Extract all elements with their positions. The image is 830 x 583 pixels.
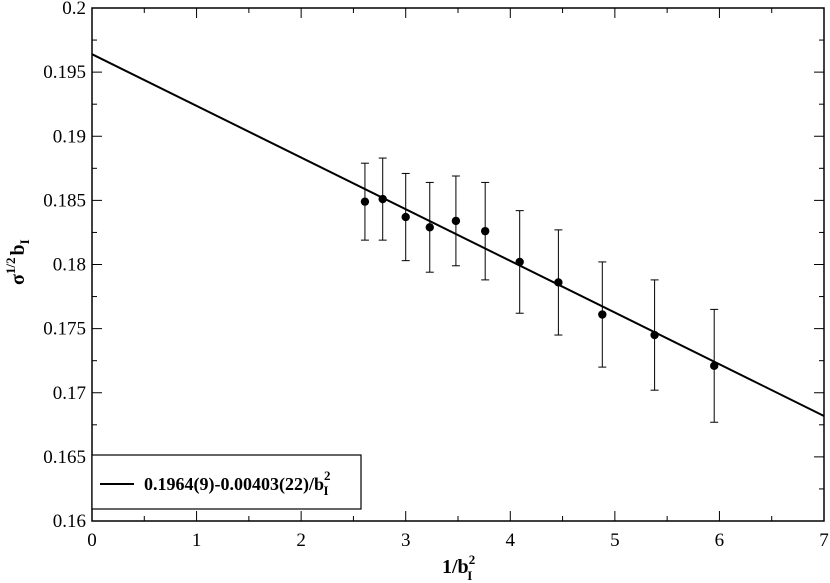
y-tick-label: 0.195 (43, 62, 86, 83)
data-point (425, 223, 434, 232)
x-tick-labels: 0 1 2 3 4 5 6 7 (87, 530, 829, 551)
y-tick-label: 0.2 (62, 0, 86, 19)
data-point (515, 257, 524, 267)
y-tick-label: 0.18 (53, 255, 86, 276)
x-axis-label: 1/b2 I (442, 552, 475, 583)
y-tick-label: 0.185 (43, 190, 86, 211)
x-tick-label: 2 (296, 530, 306, 551)
data-point (401, 212, 410, 222)
data-point (650, 330, 659, 340)
legend-box (91, 454, 362, 510)
axis-ticks (91, 7, 825, 522)
y-tick-label: 0.16 (53, 511, 86, 532)
legend-label: 0.1964(9)-0.00403(22)/b2 I (144, 468, 330, 498)
y-tick-label: 0.165 (43, 447, 86, 468)
y-tick-label: 0.17 (53, 383, 86, 404)
legend: 0.1964(9)-0.00403(22)/b2 I (91, 454, 362, 510)
error-bars (360, 157, 719, 423)
data-points (360, 194, 719, 371)
y-tick-labels: 0.16 0.165 0.17 0.175 0.18 0.185 0.19 0.195 0.2 (43, 0, 86, 532)
fit-line-path (91, 53, 825, 417)
x-tick-label: 4 (506, 530, 516, 551)
data-point (710, 361, 719, 371)
data-point (360, 197, 370, 206)
x-tick-label: 3 (401, 530, 411, 551)
x-tick-label: 0 (87, 530, 97, 551)
data-point (451, 216, 461, 226)
x-tick-label: 7 (819, 530, 829, 551)
x-tick-label: 5 (610, 530, 620, 551)
plot-frame (91, 7, 825, 522)
x-tick-label: 1 (192, 530, 202, 551)
y-tick-label: 0.19 (53, 126, 86, 147)
data-point (480, 226, 490, 236)
fit-line (91, 53, 825, 417)
y-axis-label: σ1/2bI (3, 239, 32, 285)
x-tick-label: 6 (715, 530, 725, 551)
data-point (554, 278, 563, 287)
y-tick-label: 0.175 (43, 319, 86, 340)
data-point (378, 194, 387, 204)
data-point (598, 310, 607, 319)
